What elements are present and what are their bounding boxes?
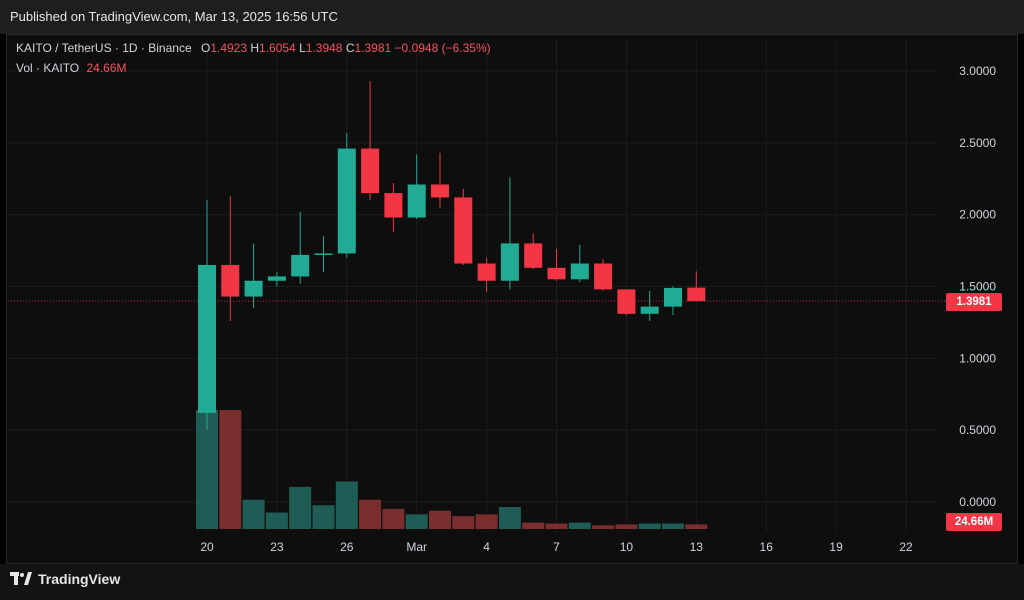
y-tick-label: 3.0000 xyxy=(959,64,996,78)
candle-body xyxy=(407,184,426,218)
chart-frame xyxy=(6,34,1018,564)
y-tick-label: 2.0000 xyxy=(959,208,996,222)
y-tick-label: 0.0000 xyxy=(959,495,996,509)
candle-body xyxy=(500,243,519,281)
volume-legend: Vol · KAITO 24.66M xyxy=(16,61,127,75)
volume-bar xyxy=(685,524,708,529)
volume-bar xyxy=(545,523,568,529)
published-bar: Published on TradingView.com, Mar 13, 20… xyxy=(0,0,1024,34)
volume-bar xyxy=(382,508,405,529)
volume-bar xyxy=(242,499,265,529)
volume-bar xyxy=(638,523,661,529)
low-label: L xyxy=(299,41,306,55)
candle-body xyxy=(221,264,240,297)
candle-body xyxy=(198,264,216,413)
high-value: 1.6054 xyxy=(259,41,296,55)
symbol-title[interactable]: KAITO / TetherUS · 1D · Binance xyxy=(16,41,192,55)
candle-body xyxy=(594,263,613,290)
volume-bar xyxy=(568,522,591,529)
volume-label[interactable]: Vol · KAITO xyxy=(16,61,80,75)
volume-bar xyxy=(615,524,638,529)
y-tick-label: 1.0000 xyxy=(959,351,996,365)
candle-body xyxy=(431,184,449,198)
ohlc-values: O1.4923 H1.6054 L1.3948 C1.3981 −0.0948 … xyxy=(201,41,491,55)
volume-bar xyxy=(359,499,382,529)
y-tick-label: 2.5000 xyxy=(959,136,996,150)
candle-body xyxy=(524,243,543,268)
candle-body xyxy=(477,263,496,281)
x-tick-label: 4 xyxy=(483,540,490,554)
high-label: H xyxy=(250,41,260,55)
candle-body xyxy=(664,287,682,307)
volume-bar xyxy=(592,525,615,529)
volume-bar xyxy=(498,507,521,529)
candle-body xyxy=(570,263,589,280)
x-tick-label: 10 xyxy=(620,540,634,554)
candle-body xyxy=(640,306,659,314)
x-tick-label: Mar xyxy=(406,540,427,554)
footer-bar xyxy=(0,564,1024,600)
candle-body xyxy=(384,193,403,218)
close-value: 1.3981 xyxy=(354,41,392,55)
x-tick-label: 22 xyxy=(899,540,913,554)
candle-body xyxy=(547,267,566,280)
close-label: C xyxy=(345,41,355,55)
tradingview-brand: TradingView xyxy=(38,571,121,587)
volume-bar xyxy=(335,481,358,529)
volume-bar xyxy=(522,522,545,529)
last-volume-tag: 24.66M xyxy=(946,513,1002,531)
open-value: 1.4923 xyxy=(210,41,248,55)
open-label: O xyxy=(200,41,211,55)
candle-body xyxy=(361,148,380,194)
volume-bar xyxy=(289,486,312,529)
volume-value: 24.66M xyxy=(86,61,127,75)
volume-bar xyxy=(452,516,475,529)
x-tick-label: 26 xyxy=(340,540,354,554)
x-tick-label: 13 xyxy=(690,540,704,554)
published-text: Published on TradingView.com, Mar 13, 20… xyxy=(10,9,338,24)
change-value: −0.0948 (−6.35%) xyxy=(394,41,491,55)
x-tick-label: 16 xyxy=(760,540,774,554)
candle-body xyxy=(454,197,473,264)
x-tick-label: 19 xyxy=(829,540,843,554)
volume-bar xyxy=(265,512,288,529)
volume-bar xyxy=(312,505,335,529)
candle-body xyxy=(617,289,636,314)
x-tick-label: 7 xyxy=(553,540,560,554)
volume-bar xyxy=(475,514,498,529)
candle-body xyxy=(687,287,706,302)
candle-body xyxy=(267,276,286,281)
volume-bar xyxy=(405,514,428,529)
volume-bar xyxy=(429,510,451,529)
volume-bar xyxy=(219,410,242,529)
volume-bar xyxy=(662,523,684,529)
x-tick-label: 23 xyxy=(270,540,284,554)
y-tick-label: 0.5000 xyxy=(959,423,996,437)
candle-body xyxy=(314,253,333,255)
symbol-legend: KAITO / TetherUS · 1D · Binance O1.4923 … xyxy=(16,41,491,55)
low-value: 1.3948 xyxy=(305,41,343,55)
x-tick-label: 20 xyxy=(200,540,214,554)
y-tick-label: 1.5000 xyxy=(959,280,996,294)
volume-bar xyxy=(196,410,218,529)
tradingview-logo[interactable]: TradingView xyxy=(10,571,120,587)
last-price-tag: 1.3981 xyxy=(946,293,1002,311)
tradingview-logo-icon xyxy=(10,572,32,585)
candle-body xyxy=(244,280,263,297)
candle-body xyxy=(291,254,310,277)
candle-body xyxy=(337,148,356,254)
